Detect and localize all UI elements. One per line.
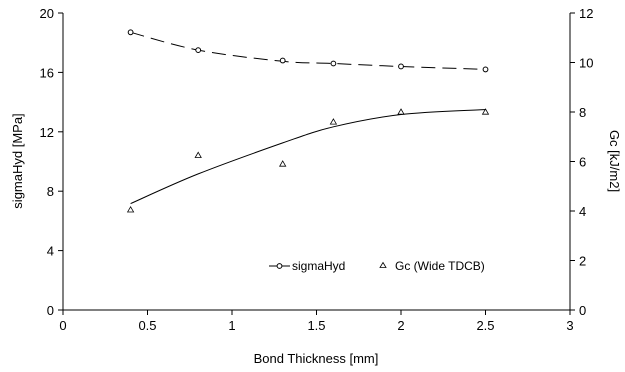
- series-1-point: [194, 151, 202, 158]
- series-1-point: [279, 160, 287, 167]
- y-left-tick-label: 4: [47, 244, 54, 259]
- x-tick-label: 0: [59, 318, 66, 333]
- left-y-axis-label: sigmaHyd [MPa]: [10, 113, 25, 208]
- series-0-point: [482, 66, 489, 73]
- y-left-tick-label: 12: [40, 125, 54, 140]
- x-tick-label: 2: [397, 318, 404, 333]
- legend: sigmaHyd Gc (Wide TDCB): [269, 259, 485, 273]
- markers: [126, 29, 490, 213]
- legend-sigmahyd-label: sigmaHyd: [292, 259, 345, 273]
- series-0-point: [330, 60, 337, 67]
- y-left-tick-label: 8: [47, 184, 54, 199]
- y-left-tick-label: 0: [47, 303, 54, 318]
- x-tick-label: 1: [228, 318, 235, 333]
- x-tick-label: 0.5: [138, 318, 156, 333]
- x-axis-label: Bond Thickness [mm]: [254, 351, 379, 366]
- trend-lines: [130, 31, 486, 205]
- x-tick-label: 1.5: [307, 318, 325, 333]
- trend-line-0: [130, 31, 486, 70]
- y-right-tick-label: 10: [579, 56, 593, 71]
- series-0-point: [398, 63, 404, 70]
- x-tick-label: 3: [566, 318, 573, 333]
- series-0-point: [195, 47, 202, 54]
- y-left-tick-label: 16: [40, 65, 54, 80]
- series-1-point: [397, 108, 405, 115]
- y-right-tick-label: 8: [579, 105, 586, 120]
- x-tick-label: 2.5: [476, 318, 494, 333]
- series-1-point: [126, 205, 135, 213]
- legend-sigmahyd-marker: [276, 263, 283, 269]
- y-right-tick-label: 4: [579, 204, 586, 219]
- y-right-tick-label: 2: [579, 254, 586, 269]
- legend-gc-marker: [379, 261, 387, 268]
- series-1-point: [329, 118, 338, 125]
- right-y-axis-label: Gc [kJ/m2]: [607, 130, 622, 192]
- y-right-tick-label: 12: [579, 6, 593, 21]
- series-0-point: [279, 57, 286, 64]
- series-0-point: [127, 29, 134, 36]
- y-left-tick-label: 20: [40, 6, 54, 21]
- y-right-tick-label: 0: [579, 303, 586, 318]
- trend-line-1: [130, 109, 486, 205]
- y-right-tick-label: 6: [579, 155, 586, 170]
- series-1-point: [481, 108, 490, 115]
- legend-gc-label: Gc (Wide TDCB): [395, 259, 485, 273]
